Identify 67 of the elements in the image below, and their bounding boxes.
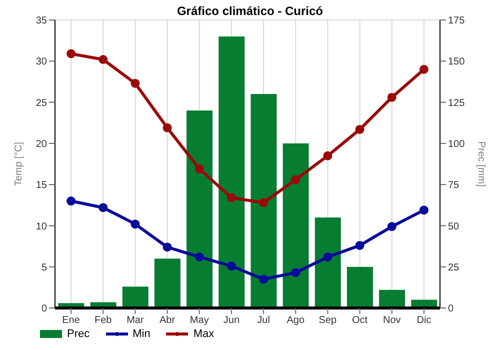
- y-tick-label: 15: [36, 180, 48, 192]
- x-tick-label: May: [190, 315, 209, 326]
- point: [98, 54, 108, 64]
- point: [291, 268, 300, 278]
- legend-label: Prec: [66, 328, 90, 340]
- x-tick-label: Abr: [160, 315, 176, 326]
- point: [355, 124, 364, 134]
- point: [259, 274, 268, 284]
- bar: [379, 290, 406, 308]
- point: [130, 220, 140, 229]
- point: [194, 252, 204, 262]
- y2-tick-label: 125: [448, 98, 466, 109]
- y-tick-label: 5: [41, 262, 48, 274]
- x-tick-label: Jun: [223, 315, 240, 326]
- y-tick-label: 0: [41, 304, 48, 315]
- bar: [218, 36, 245, 308]
- x-tick-label: Ago: [286, 315, 305, 326]
- x-tick-label: Feb: [94, 315, 112, 326]
- point: [162, 123, 172, 132]
- bar: [154, 258, 180, 308]
- y2-tick-label: 150: [448, 56, 466, 68]
- y-tick-label: 35: [36, 16, 48, 27]
- y-tick-label: 25: [36, 98, 48, 109]
- point: [259, 198, 268, 208]
- legend-label: Max: [192, 328, 214, 340]
- point: [323, 151, 332, 160]
- point: [66, 196, 76, 206]
- point: [419, 206, 428, 215]
- bar: [346, 266, 373, 308]
- y2-axis-title: Prec [mm]: [475, 141, 486, 187]
- y-tick-label: 20: [36, 138, 48, 150]
- point: [291, 175, 300, 184]
- point: [130, 78, 140, 88]
- point: [98, 203, 108, 212]
- x-tick-label: Nov: [382, 315, 401, 326]
- point: [226, 262, 236, 271]
- bar: [250, 94, 277, 308]
- y-axis-title: Temp [°C]: [14, 142, 25, 186]
- x-tick-label: Ene: [62, 315, 80, 326]
- x-tick-label: Sep: [318, 315, 338, 326]
- bar: [122, 286, 148, 308]
- x-tick-label: Dic: [416, 315, 432, 326]
- point: [226, 193, 236, 202]
- y2-tick-label: 100: [448, 138, 466, 150]
- legend-label: Min: [132, 328, 150, 340]
- y2-tick-label: 50: [448, 221, 460, 232]
- point: [387, 222, 396, 232]
- point: [387, 92, 396, 102]
- point: [419, 64, 428, 74]
- point: [66, 49, 76, 58]
- point: [323, 252, 332, 262]
- bar: [314, 217, 341, 308]
- y2-tick-label: 0: [448, 304, 454, 315]
- point: [355, 240, 364, 250]
- point: [194, 164, 204, 174]
- x-tick-label: Oct: [352, 315, 368, 326]
- y2-tick-label: 175: [448, 16, 466, 27]
- x-tick-label: Jul: [257, 315, 270, 326]
- bar: [282, 143, 309, 308]
- y2-tick-label: 75: [448, 180, 460, 192]
- chart-title: Gráfico climático - Curicó: [176, 4, 324, 18]
- point: [162, 242, 172, 252]
- y-tick-label: 10: [36, 221, 48, 232]
- y-tick-label: 30: [36, 56, 48, 68]
- x-tick-label: Mar: [126, 315, 144, 326]
- y2-tick-label: 25: [448, 262, 460, 274]
- bar: [186, 110, 213, 308]
